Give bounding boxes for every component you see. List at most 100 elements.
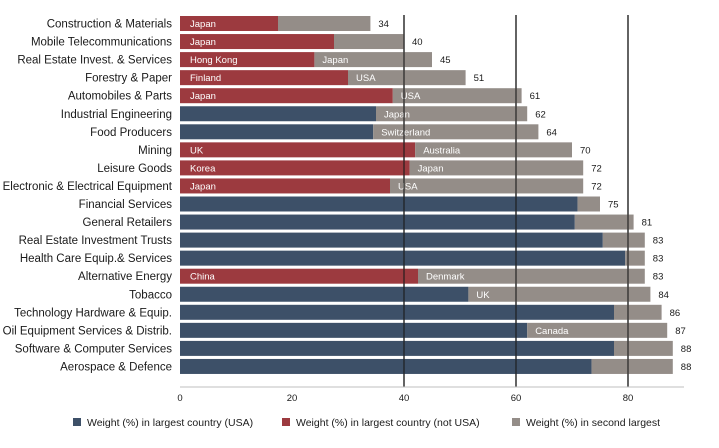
bar-first-segment [180, 124, 374, 140]
bar-first-label: Finland [190, 73, 221, 84]
x-axis: 0 20 40 60 80 [177, 386, 684, 404]
category-label: Health Care Equip.& Services [20, 253, 172, 265]
bar-second-segment [314, 52, 432, 68]
bar-first-segment [180, 232, 603, 248]
bar-total-label: 88 [681, 362, 692, 373]
category-label: Mobile Telecommunications [31, 37, 172, 49]
bar-second-segment [614, 340, 673, 356]
bar-first-segment [180, 178, 390, 194]
bar-first-segment [180, 286, 469, 302]
category-label: Tobacco [129, 289, 172, 301]
bar-first-segment [180, 88, 393, 104]
bar-second-label: Japan [418, 163, 444, 174]
bar-first-segment [180, 358, 592, 374]
bar-total-label: 72 [591, 163, 602, 174]
bar-total-label: 45 [440, 55, 451, 66]
bar-total-label: 40 [412, 37, 423, 48]
bar-total-label: 70 [580, 145, 591, 156]
bar-first-segment [180, 268, 418, 284]
legend: Weight (%) in largest country (USA) Weigh… [73, 417, 660, 429]
bar-first-segment [180, 142, 416, 158]
bar-total-label: 81 [642, 218, 653, 229]
category-label: Alternative Energy [78, 271, 172, 283]
category-label: Technology Hardware & Equip. [14, 307, 172, 319]
bar-first-segment [180, 340, 614, 356]
category-label: Aerospace & Defence [60, 361, 172, 373]
bar-second-label: Japan [322, 55, 348, 66]
category-label: Construction & Materials [47, 19, 173, 31]
category-label: Real Estate Investment Trusts [19, 235, 173, 247]
bar-first-segment [180, 304, 614, 320]
bar-first-segment [180, 250, 626, 266]
bar-second-segment [574, 214, 634, 230]
bar-total-label: 61 [530, 91, 541, 102]
bar-second-segment [591, 358, 673, 374]
x-tick-label: 80 [623, 393, 634, 404]
category-label: Automobiles & Parts [68, 91, 172, 103]
bar-total-label: 72 [591, 181, 602, 192]
legend-label-usa: Weight (%) in largest country (USA) [87, 417, 253, 429]
bar-first-segment [180, 214, 575, 230]
bar-second-segment [409, 160, 584, 176]
bar-second-segment [376, 106, 528, 122]
bar-total-label: 86 [670, 308, 681, 319]
legend-swatch-not_usa [282, 418, 290, 426]
category-label: Industrial Engineering [61, 109, 172, 121]
bar-total-label: 51 [474, 73, 485, 84]
bar-second-segment [278, 16, 371, 31]
category-label: General Retailers [83, 217, 173, 229]
category-labels: Construction & Materials Mobile Telecommu… [3, 19, 173, 374]
bar-second-segment [602, 232, 645, 248]
bar-second-segment [392, 88, 522, 104]
category-label: Oil Equipment Services & Distrib. [3, 325, 172, 337]
bar-first-label: China [190, 272, 216, 283]
bar-second-label: Switzerland [381, 127, 430, 138]
bar-second-segment [348, 70, 466, 86]
bar-total-label: 75 [608, 200, 619, 211]
category-label: Food Producers [90, 127, 172, 139]
category-label: Mining [138, 145, 172, 157]
bar-total-label: 62 [535, 109, 546, 120]
x-tick-label: 60 [511, 393, 522, 404]
bar-second-segment [625, 250, 645, 266]
bar-total-label: 84 [658, 290, 669, 301]
bar-first-segment [180, 34, 334, 50]
bar-total-label: 83 [653, 254, 664, 265]
bar-second-segment [334, 34, 404, 50]
bars: Japan 34 Japan 40 Hong Kong Japan 45 Finland USA… [180, 15, 691, 387]
bar-total-label: 34 [378, 19, 389, 30]
legend-swatch-second [512, 418, 520, 426]
x-tick-label: 40 [399, 393, 410, 404]
bar-second-segment [390, 178, 584, 194]
bar-total-label: 83 [653, 272, 664, 283]
category-label: Forestry & Paper [85, 73, 172, 85]
bar-first-label: UK [190, 145, 204, 156]
bar-first-label: Japan [190, 181, 216, 192]
bar-first-segment [180, 70, 348, 86]
bar-second-segment [527, 322, 668, 338]
category-label: Electronic & Electrical Equipment [3, 181, 173, 193]
bar-total-label: 87 [675, 326, 686, 337]
bar-second-segment [373, 124, 539, 140]
bar-first-segment [180, 196, 578, 212]
x-tick-label: 20 [287, 393, 298, 404]
bar-first-segment [180, 52, 315, 68]
bar-second-segment [468, 286, 651, 302]
bar-first-segment [180, 322, 528, 338]
bar-second-label: UK [476, 290, 490, 301]
legend-label-second: Weight (%) in second largest [526, 417, 660, 429]
bar-first-label: Korea [190, 163, 216, 174]
bar-first-label: Japan [190, 91, 216, 102]
bar-second-label: USA [401, 91, 421, 102]
bar-second-label: Denmark [426, 272, 465, 283]
bar-total-label: 88 [681, 344, 692, 355]
bar-first-segment [180, 160, 410, 176]
bar-second-segment [577, 196, 600, 212]
bar-first-label: Japan [190, 37, 216, 48]
bar-total-label: 64 [546, 127, 557, 138]
bar-second-label: USA [356, 73, 376, 84]
bar-first-label: Hong Kong [190, 55, 238, 66]
legend-swatch-usa [73, 418, 81, 426]
legend-label-not_usa: Weight (%) in largest country (not USA) [296, 417, 480, 429]
